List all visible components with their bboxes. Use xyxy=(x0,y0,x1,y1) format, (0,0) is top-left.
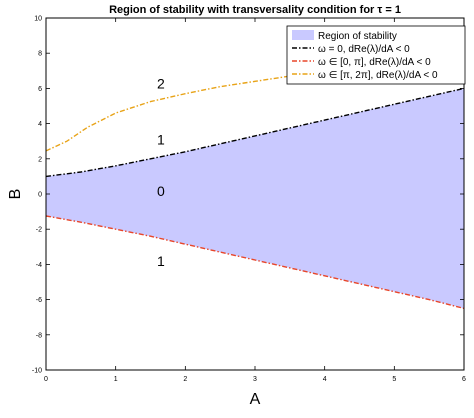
chart-title: Region of stability with transversality … xyxy=(109,4,401,16)
y-tick-label-7: 4 xyxy=(38,121,42,128)
legend-label-series-2: ω ∈ [π, 2π], dRe(λ)/dA < 0 xyxy=(318,70,438,81)
y-tick-label-1: -8 xyxy=(36,332,42,339)
x-tick-label-0: 0 xyxy=(44,376,48,383)
x-tick-label-6: 6 xyxy=(462,376,466,383)
y-tick-label-0: -10 xyxy=(32,368,42,375)
legend-label-series-1: ω ∈ [0, π], dRe(λ)/dA < 0 xyxy=(318,57,431,68)
y-tick-label-10: 10 xyxy=(34,16,42,23)
series-line-0 xyxy=(45,87,465,178)
y-tick-label-2: -6 xyxy=(36,297,42,304)
region-label-1: 1 xyxy=(157,132,165,148)
series-line-1 xyxy=(45,215,465,310)
region-label-3: 1 xyxy=(157,253,165,269)
legend-swatch-region xyxy=(292,30,314,40)
x-axis-label: A xyxy=(250,391,261,408)
x-tick-label-2: 2 xyxy=(183,376,187,383)
region-label-2: 0 xyxy=(157,183,165,199)
y-tick-label-4: -2 xyxy=(36,227,42,234)
y-tick-label-9: 8 xyxy=(38,51,42,58)
x-tick-label-4: 4 xyxy=(323,376,327,383)
x-tick-label-3: 3 xyxy=(253,376,257,383)
legend-label-region: Region of stability xyxy=(318,31,397,42)
legend: Region of stability ω = 0, dRe(λ)/dA < 0… xyxy=(286,25,466,85)
y-tick-label-6: 2 xyxy=(38,156,42,163)
x-tick-label-1: 1 xyxy=(114,376,118,383)
x-tick-label-5: 5 xyxy=(392,376,396,383)
y-tick-label-3: -4 xyxy=(36,262,42,269)
annotation-layer: 2 1 0 1 xyxy=(157,75,165,269)
legend-label-series-0: ω = 0, dRe(λ)/dA < 0 xyxy=(318,44,410,55)
stability-region-layer xyxy=(46,88,464,309)
y-axis-label: B xyxy=(7,189,24,200)
stability-region xyxy=(46,88,464,309)
region-label-0: 2 xyxy=(157,75,165,91)
legend-box xyxy=(286,25,466,85)
y-tick-label-8: 6 xyxy=(38,86,42,93)
y-tick-label-5: 0 xyxy=(38,192,42,199)
x-axis-ticks: 0 1 2 3 4 5 6 xyxy=(44,18,466,383)
